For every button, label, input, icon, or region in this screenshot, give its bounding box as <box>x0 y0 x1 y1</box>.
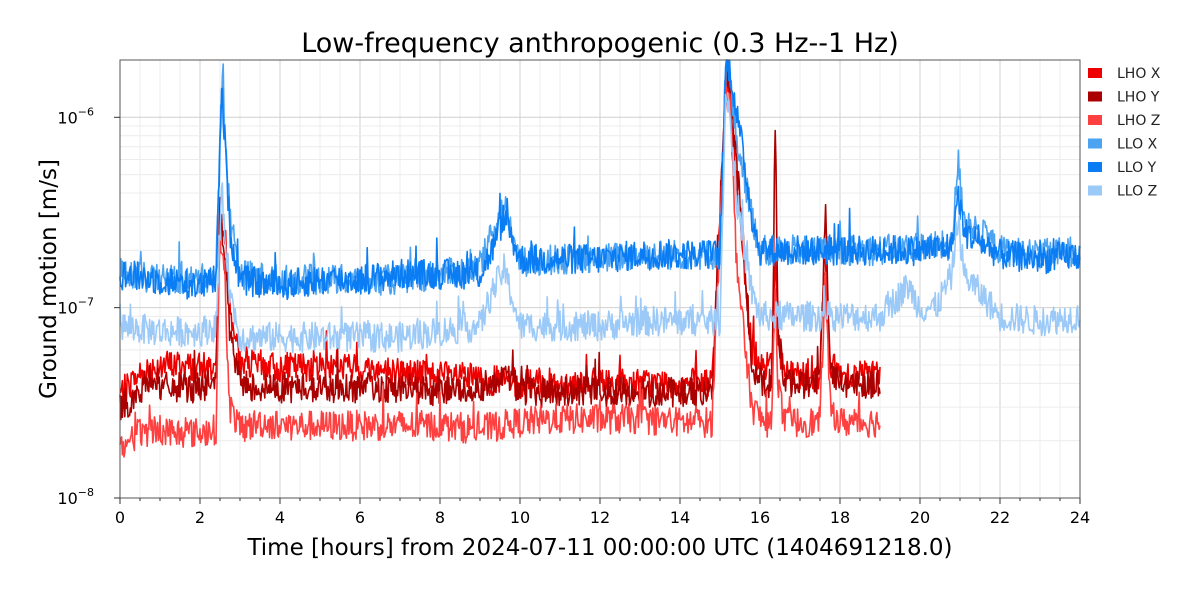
x-tick-label: 6 <box>355 508 365 527</box>
legend-swatch <box>1088 68 1102 78</box>
series-line-2 <box>119 63 881 421</box>
x-tick-label: 18 <box>830 508 850 527</box>
x-tick-label: 12 <box>590 508 610 527</box>
x-tick-label: 20 <box>910 508 930 527</box>
legend-swatch <box>1088 138 1102 149</box>
x-axis-label: Time [hours] from 2024-07-11 00:00:00 UT… <box>246 535 952 561</box>
legend-swatch <box>1088 115 1102 125</box>
legend-label: LLO Y <box>1117 160 1157 176</box>
legend-swatch <box>1088 162 1102 172</box>
x-tick-label: 0 <box>115 508 125 527</box>
x-tick-label: 22 <box>990 508 1010 527</box>
y-tick-label: 10−8 <box>57 486 94 508</box>
series-line-6 <box>119 93 1081 354</box>
legend-swatch <box>1088 185 1102 196</box>
y-tick-label: 10−7 <box>57 296 94 318</box>
x-tick-label: 2 <box>195 508 205 527</box>
y-tick-label: 10−6 <box>57 105 94 127</box>
series-line-3 <box>119 86 881 458</box>
legend: LHO X LHO Y LHO Z LLO X LLO Y LLO Z <box>1088 66 1161 200</box>
x-tick-label: 10 <box>510 508 530 527</box>
series-line-5 <box>119 59 1081 301</box>
legend-label: LLO X <box>1117 137 1158 153</box>
x-tick-label: 16 <box>750 508 770 527</box>
legend-swatch <box>1088 91 1102 102</box>
legend-label: LHO Y <box>1117 90 1160 106</box>
legend-label: LHO X <box>1117 66 1161 82</box>
x-tick-label: 14 <box>670 508 690 527</box>
legend-label: LHO Z <box>1117 113 1160 129</box>
series-line-1 <box>119 76 881 405</box>
y-axis-label: Ground motion [m/s] <box>36 159 62 399</box>
x-tick-label: 24 <box>1070 508 1090 527</box>
chart-title: Low-frequency anthropogenic (0.3 Hz--1 H… <box>301 28 899 59</box>
legend-label: LLO Z <box>1117 184 1157 200</box>
series-lines <box>119 59 1081 458</box>
x-tick-label: 8 <box>435 508 445 527</box>
x-tick-label: 4 <box>275 508 285 527</box>
